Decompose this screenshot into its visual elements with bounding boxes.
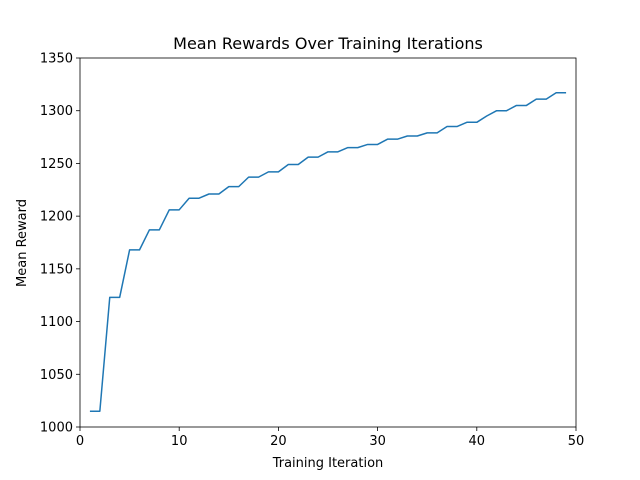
y-tick-label: 1150 (40, 262, 73, 277)
x-axis: 0 10 20 30 40 50 (76, 427, 584, 449)
y-tick-label: 1050 (40, 368, 73, 383)
y-axis-label: Mean Reward (15, 199, 30, 287)
x-tick-label: 20 (270, 434, 287, 449)
x-tick-label: 40 (469, 434, 486, 449)
y-tick-label: 1000 (40, 421, 73, 436)
x-tick-label: 50 (568, 434, 585, 449)
plot-background (80, 58, 576, 427)
chart-title: Mean Rewards Over Training Iterations (173, 34, 483, 53)
y-tick-label: 1200 (40, 210, 73, 225)
plot-frame (79, 57, 577, 428)
x-tick-label: 30 (369, 434, 386, 449)
series-line (89, 92, 567, 412)
x-tick-label: 0 (76, 434, 84, 449)
x-tick-label: 10 (171, 434, 188, 449)
y-tick-label: 1250 (40, 157, 73, 172)
x-axis-label: Training Iteration (272, 456, 384, 471)
plot-area (79, 57, 577, 428)
y-tick-label: 1300 (40, 104, 73, 119)
y-axis: 1000 1050 1100 1150 1200 1250 1300 1350 (40, 52, 80, 436)
y-tick-label: 1350 (40, 52, 73, 67)
y-tick-label: 1100 (40, 315, 73, 330)
